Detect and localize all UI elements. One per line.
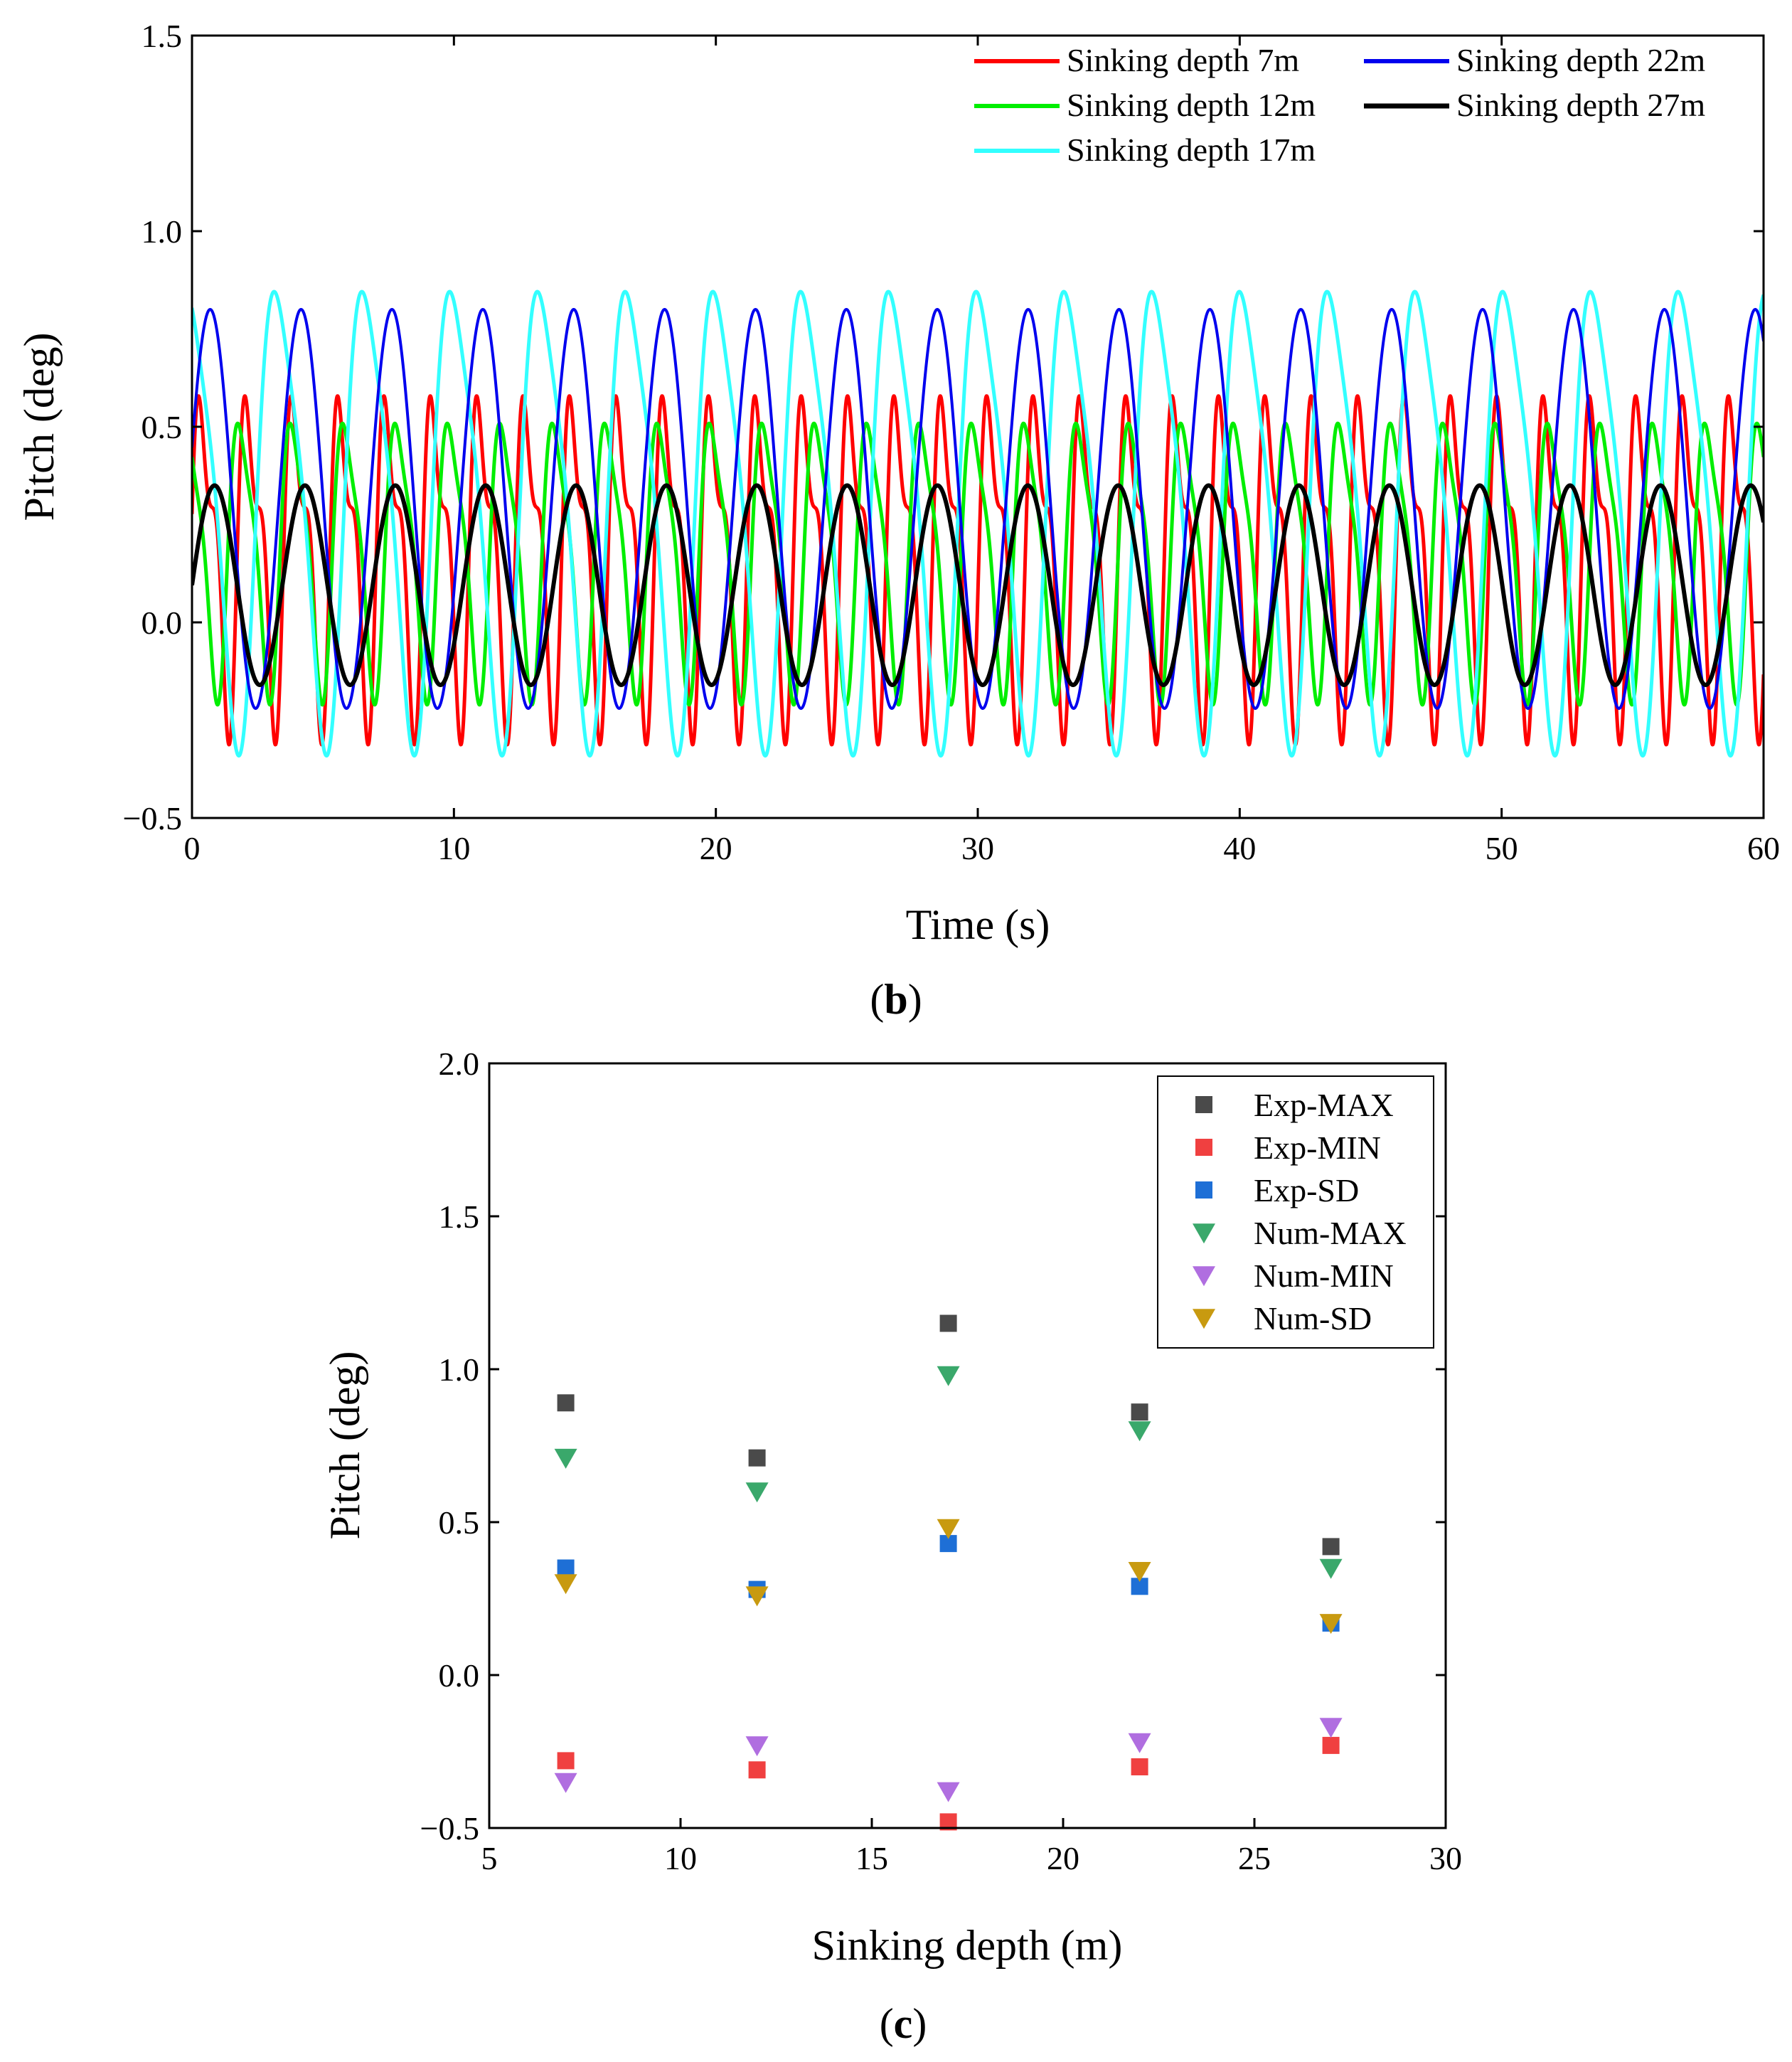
chart-b-xtick-label: 0 (184, 830, 201, 866)
chart-c-legend-marker (1193, 1309, 1215, 1329)
chart-c-legend-marker (1193, 1223, 1215, 1244)
chart-c-legend: Exp-MAX Exp-MIN Exp-SD Num-MAX Num-MIN Num-SD (1157, 1075, 1434, 1349)
chart-c-point-num-sd (1128, 1562, 1151, 1582)
chart-c-legend-marker (1195, 1139, 1212, 1156)
chart-b-ytick-label: 1.5 (142, 18, 183, 54)
chart-c-point-num-sd (937, 1519, 960, 1539)
chart-c-point-num-sd (554, 1574, 577, 1595)
chart-c-point-exp-sd (557, 1559, 575, 1577)
chart-c-ylabel: Pitch (deg) (321, 1351, 368, 1540)
chart-b-xtick-label: 10 (437, 830, 470, 866)
chart-b-legend: Sinking depth 7m Sinking depth 12m Sinking… (974, 42, 1705, 168)
chart-c-point-num-max (745, 1482, 769, 1503)
chart-b-xtick-label: 20 (700, 830, 732, 866)
chart-c-points (554, 1314, 1343, 1831)
chart-c-xtick-label: 10 (664, 1840, 697, 1876)
chart-c-legend-label: Exp-MIN (1254, 1130, 1381, 1166)
chart-c-legend-label: Num-SD (1254, 1300, 1372, 1336)
chart-b-xlabel: Time (s) (906, 901, 1050, 948)
chart-c-legend-marker (1195, 1096, 1212, 1113)
chart-c-point-num-sd (1319, 1614, 1343, 1635)
chart-c-point-num-min (1128, 1733, 1151, 1753)
chart-c-xtick-label: 15 (855, 1840, 888, 1876)
chart-b-legend-label: Sinking depth 22m (1456, 42, 1705, 78)
chart-b-ticks: 0 10 20 30 40 50 60 −0.5 0.0 0.5 1.0 1.5 (123, 18, 1780, 866)
chart-b-xtick-label: 60 (1747, 830, 1780, 866)
chart-b-series-lines (192, 289, 1764, 758)
chart-b-ylabel: Pitch (deg) (16, 333, 63, 521)
chart-c: 5 10 15 20 25 30 −0.5 0.0 0.5 1.0 1.5 2.0 Sinking d… (321, 1046, 1462, 2047)
chart-c-point-exp-min (1131, 1758, 1148, 1775)
chart-c-legend-label: Exp-SD (1254, 1172, 1359, 1208)
chart-c-point-exp-max (1131, 1403, 1148, 1421)
chart-b-legend-label: Sinking depth 17m (1067, 132, 1316, 168)
chart-c-point-exp-max (939, 1314, 957, 1332)
chart-c-plot-frame (488, 1062, 1447, 1829)
chart-c-legend-label: Exp-MAX (1254, 1087, 1394, 1123)
chart-c-ytick-label: 1.5 (439, 1199, 480, 1235)
chart-c-point-exp-max (748, 1449, 766, 1467)
chart-c-point-exp-min (1322, 1736, 1340, 1754)
chart-b: 0 10 20 30 40 50 60 −0.5 0.0 0.5 1.0 1.5 Time (s) P… (16, 18, 1780, 1023)
chart-b-series-line (192, 289, 1764, 758)
chart-b-series-line (192, 483, 1764, 687)
chart-c-panel-label: (c) (880, 2000, 927, 2047)
chart-c-xtick-label: 5 (481, 1840, 498, 1876)
chart-c-point-num-max (1319, 1558, 1343, 1579)
chart-b-xtick-label: 30 (961, 830, 994, 866)
chart-c-xtick-label: 20 (1047, 1840, 1079, 1876)
chart-c-legend-label: Num-MIN (1254, 1258, 1394, 1294)
chart-b-ytick-label: −0.5 (123, 800, 182, 836)
chart-c-panel-letter: c (894, 2000, 913, 2047)
chart-c-point-exp-max (557, 1394, 575, 1412)
chart-c-point-exp-min (748, 1761, 766, 1779)
chart-c-xtick-label: 30 (1429, 1840, 1462, 1876)
chart-c-point-num-min (937, 1782, 960, 1802)
chart-c-ytick-label: 0.5 (439, 1504, 480, 1541)
chart-c-legend-marker (1193, 1266, 1215, 1287)
chart-b-xtick-label: 50 (1486, 830, 1518, 866)
chart-b-series-line (192, 308, 1764, 710)
chart-c-ticks: 5 10 15 20 25 30 −0.5 0.0 0.5 1.0 1.5 2.0 (420, 1046, 1462, 1876)
chart-c-point-num-sd (745, 1586, 769, 1607)
chart-b-panel-label: (b) (870, 976, 922, 1023)
chart-c-point-num-max (937, 1366, 960, 1386)
chart-c-point-num-min (1319, 1718, 1343, 1738)
chart-c-point-num-min (554, 1773, 577, 1793)
chart-c-ytick-label: 1.0 (439, 1351, 480, 1388)
chart-b-xtick-label: 40 (1223, 830, 1256, 866)
chart-b-ytick-label: 0.5 (142, 409, 183, 445)
chart-b-ytick-label: 0.0 (142, 605, 183, 641)
chart-c-point-exp-min (557, 1752, 575, 1770)
chart-c-legend-marker (1195, 1181, 1212, 1199)
chart-c-xlabel: Sinking depth (m) (812, 1922, 1123, 1969)
chart-c-ytick-label: −0.5 (420, 1810, 479, 1846)
chart-b-ytick-label: 1.0 (142, 213, 183, 250)
chart-b-legend-label: Sinking depth 7m (1067, 42, 1299, 78)
chart-b-legend-label: Sinking depth 27m (1456, 87, 1705, 123)
chart-b-legend-label: Sinking depth 12m (1067, 87, 1316, 123)
chart-c-xtick-label: 25 (1238, 1840, 1271, 1876)
chart-b-panel-letter: b (884, 976, 907, 1023)
chart-c-legend-label: Num-MAX (1254, 1215, 1407, 1251)
chart-c-legend-box (1157, 1075, 1434, 1349)
chart-c-ytick-label: 2.0 (439, 1046, 480, 1082)
chart-c-point-exp-max (1322, 1538, 1340, 1556)
chart-c-ytick-label: 0.0 (439, 1657, 480, 1694)
chart-c-point-num-max (1128, 1421, 1151, 1442)
chart-c-point-num-min (745, 1736, 769, 1757)
chart-c-point-num-max (554, 1448, 577, 1469)
